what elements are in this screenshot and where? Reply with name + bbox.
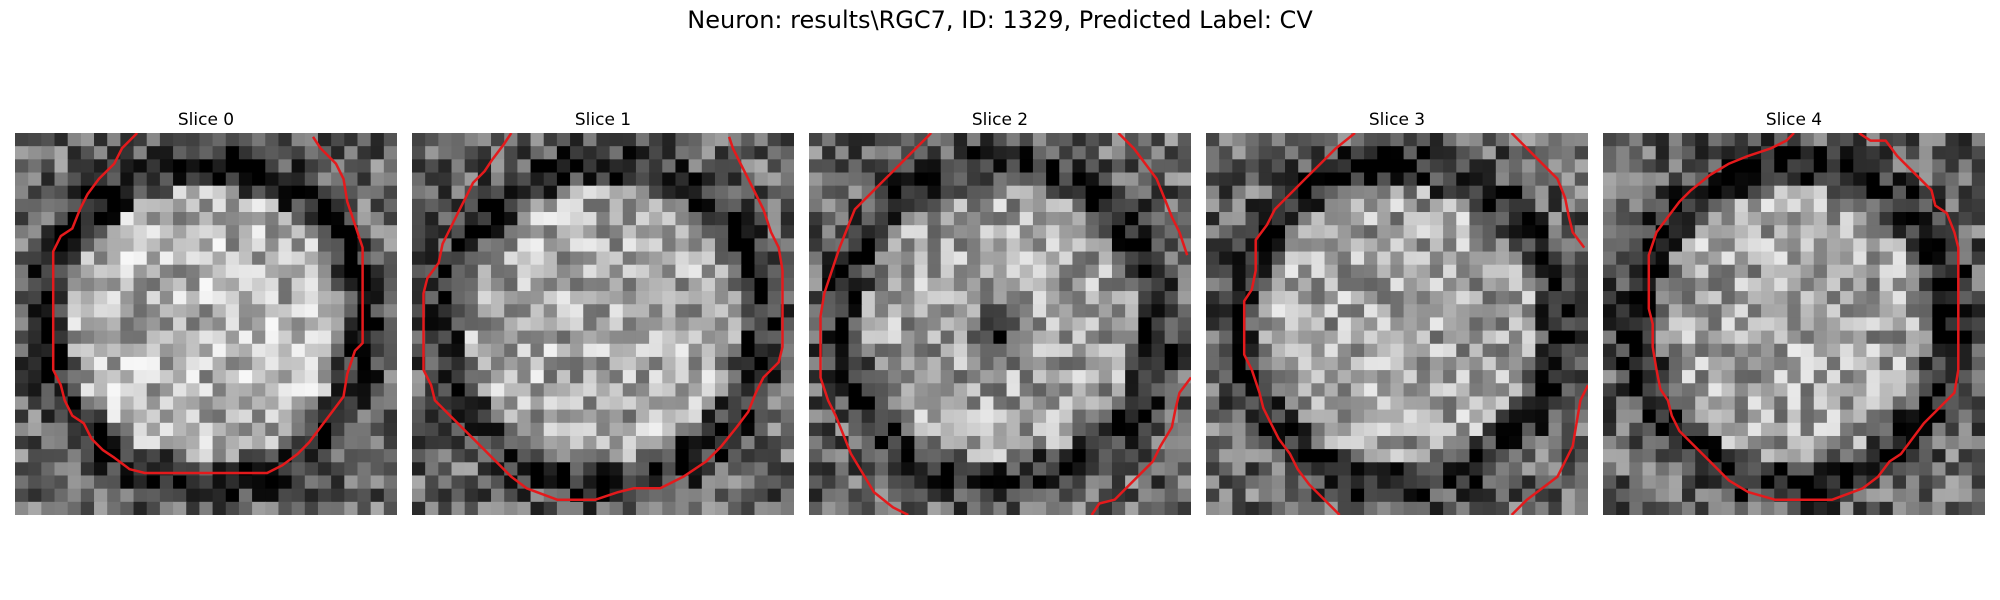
pixel-grid: [1206, 133, 1588, 515]
pixel-grid: [412, 133, 794, 515]
panel-slice-1: Slice 1: [412, 108, 794, 132]
contour-line: [51, 133, 364, 475]
panel-slice-3: Slice 3: [1206, 108, 1588, 132]
contour-line: [819, 133, 933, 515]
contour-line: [1242, 133, 1356, 515]
panel-title: Slice 4: [1765, 110, 1823, 130]
contour-line: [422, 133, 784, 501]
panel-title: Slice 3: [1368, 110, 1426, 130]
panel-title: Slice 1: [574, 110, 632, 130]
slice-image-4: [1603, 133, 1985, 515]
slice-image-0: [15, 133, 397, 515]
panel-title: Slice 0: [177, 110, 235, 130]
panel-title: Slice 2: [971, 110, 1029, 130]
slice-image-3: [1206, 133, 1588, 515]
contour-line: [1090, 376, 1191, 515]
pixel-grid: [15, 133, 397, 515]
figure-title: Neuron: results\RGC7, ID: 1329, Predicte…: [687, 6, 1313, 34]
panel-slice-0: Slice 0: [15, 108, 397, 132]
contour-line: [1647, 133, 1960, 501]
contour-line: [1117, 133, 1189, 256]
slice-image-1: [412, 133, 794, 515]
pixel-grid: [1603, 133, 1985, 515]
panel-slice-2: Slice 2: [809, 108, 1191, 132]
slice-image-2: [809, 133, 1191, 515]
contour-line: [1510, 384, 1588, 515]
panel-slice-4: Slice 4: [1603, 108, 1985, 132]
pixel-grid: [809, 133, 1191, 515]
contour-line: [1510, 133, 1586, 249]
